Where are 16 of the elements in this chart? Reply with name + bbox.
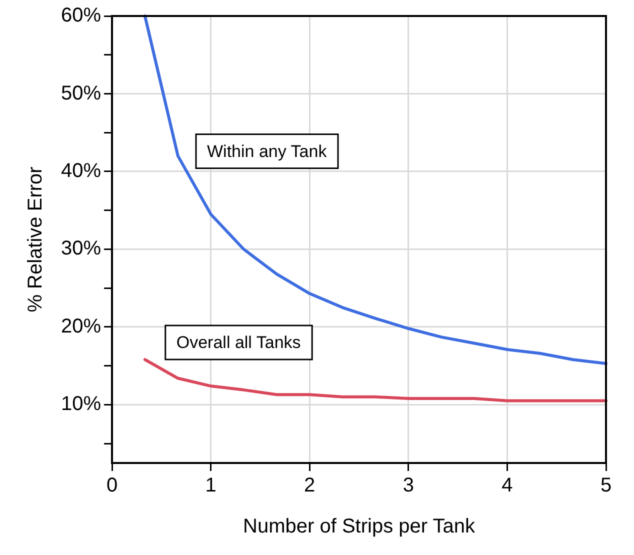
y-tick-label: 60% <box>61 4 102 27</box>
y-tick-label: 50% <box>61 82 102 104</box>
x-tick-label: 2 <box>304 474 316 497</box>
x-tick-label: 3 <box>402 474 414 497</box>
y-tick-label: 30% <box>61 238 102 260</box>
y-tick-label: 20% <box>61 315 102 338</box>
x-axis-title: Number of Strips per Tank <box>243 516 476 538</box>
y-tick-label: 10% <box>61 393 102 416</box>
y-axis-title: % Relative Error <box>24 166 47 312</box>
x-tick-label: 1 <box>205 474 216 497</box>
x-tick-label: 5 <box>600 474 612 497</box>
series-label: Overall all Tanks <box>176 333 301 352</box>
x-tick-label: 0 <box>106 474 118 497</box>
series-label: Within any Tank <box>207 142 328 161</box>
x-tick-label: 4 <box>502 474 513 497</box>
y-tick-label: 40% <box>61 160 102 182</box>
